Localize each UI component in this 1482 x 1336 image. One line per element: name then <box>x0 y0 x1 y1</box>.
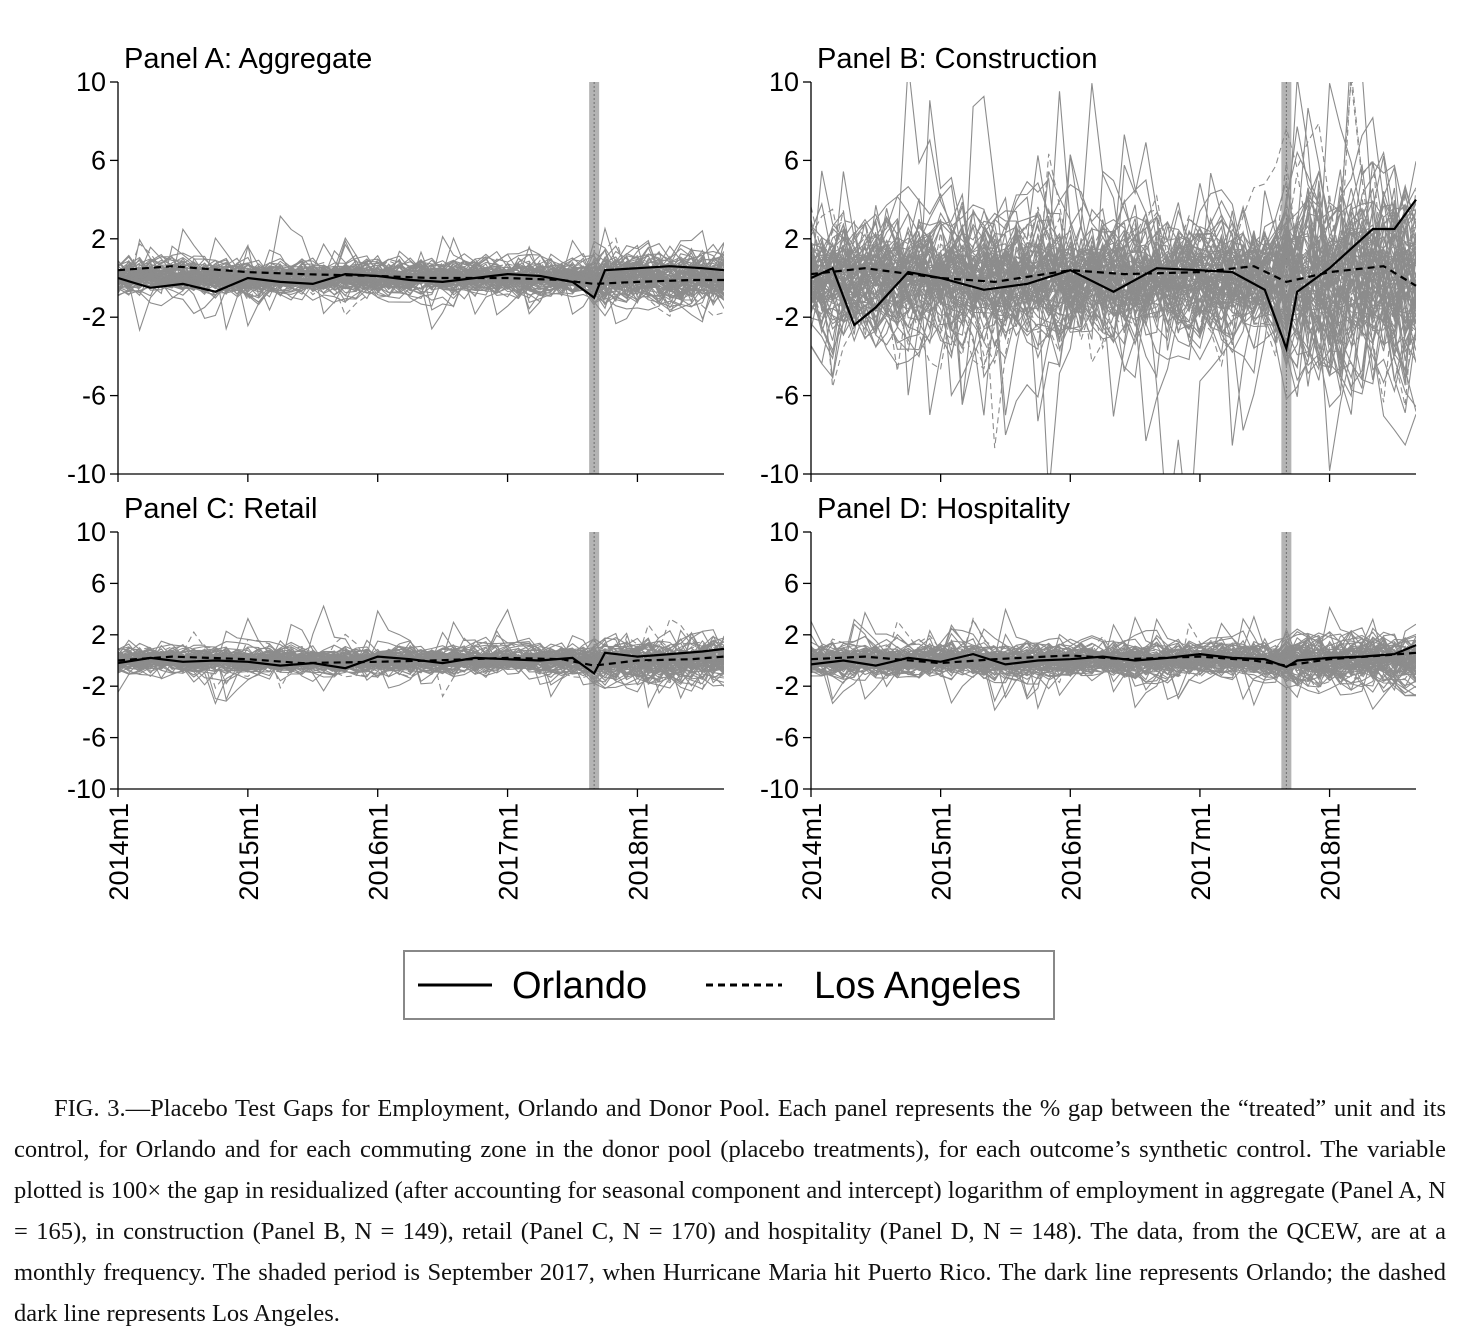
x-tick-label: 2014m1 <box>104 803 134 901</box>
y-tick-label: -2 <box>82 302 106 332</box>
series-los-angeles <box>117 655 725 667</box>
figure-caption: FIG. 3.—Placebo Test Gaps for Employment… <box>14 1095 1446 1327</box>
donor-line <box>811 632 1416 686</box>
donor-line <box>811 644 1416 682</box>
x-tick-label: 2015m1 <box>234 803 264 901</box>
donor-line <box>811 633 1416 695</box>
donor-line <box>811 640 1416 700</box>
donor-line <box>118 267 724 293</box>
series-los-angeles <box>810 265 1417 287</box>
donor-line <box>118 648 724 686</box>
donor-line <box>811 622 1416 680</box>
donor-pool-lines <box>118 604 724 709</box>
y-tick-label: -10 <box>67 774 106 804</box>
y-tick-label: -6 <box>82 381 106 411</box>
legend: Orlando Los Angeles <box>403 950 1055 1020</box>
donor-line <box>811 647 1416 673</box>
x-tick-label: 2016m1 <box>364 803 394 901</box>
y-tick-label: 6 <box>784 145 799 175</box>
donor-line <box>811 205 1416 388</box>
y-tick-label: -10 <box>67 459 106 489</box>
y-tick-label: -2 <box>775 671 799 701</box>
y-tick-label: -6 <box>775 723 799 753</box>
y-tick-label: -6 <box>82 723 106 753</box>
donor-line <box>811 150 1416 379</box>
y-tick-label: 10 <box>769 517 799 547</box>
legend-box <box>403 950 1055 1020</box>
x-tick-label: 2014m1 <box>797 803 827 901</box>
y-tick-label: 6 <box>91 568 106 598</box>
donor-line <box>811 211 1416 379</box>
donor-line <box>118 651 724 675</box>
y-tick-label: 2 <box>784 224 799 254</box>
donor-line <box>811 635 1416 679</box>
legend-label-los-angeles: Los Angeles <box>814 965 1021 1007</box>
panel-a: 10 6 2 -2 -6 -10 Panel A: Aggregate <box>67 43 725 489</box>
y-tick-label: -6 <box>775 381 799 411</box>
donor-line <box>118 651 724 690</box>
y-tick-label: 2 <box>784 620 799 650</box>
donor-line <box>118 650 724 670</box>
panel-title: Panel A: Aggregate <box>124 43 372 75</box>
donor-line <box>811 627 1416 673</box>
panel-title: Panel C: Retail <box>124 493 317 525</box>
series-orlando <box>117 265 725 300</box>
donor-line <box>811 100 1416 369</box>
x-tick-label: 2016m1 <box>1056 803 1086 901</box>
donor-line <box>118 243 724 304</box>
donor-line <box>118 238 724 309</box>
series-orlando <box>117 647 725 676</box>
y-tick-label: 10 <box>76 67 106 97</box>
y-tick-label: 6 <box>784 568 799 598</box>
y-tick-label: 2 <box>91 224 106 254</box>
donor-line <box>811 195 1416 389</box>
y-tick-label: -10 <box>760 459 799 489</box>
y-tick-label: 10 <box>76 517 106 547</box>
donor-line <box>811 187 1416 344</box>
donor-line <box>811 187 1416 415</box>
donor-line <box>811 190 1416 379</box>
donor-pool-lines <box>811 82 1416 474</box>
panel-title: Panel B: Construction <box>817 43 1097 75</box>
donor-line <box>811 195 1416 342</box>
donor-line <box>811 638 1416 688</box>
y-tick-label: -10 <box>760 774 799 804</box>
panel-b: 10 6 2 -2 -6 -10 Panel B: Construction <box>760 43 1417 489</box>
donor-line <box>811 229 1416 397</box>
chart-canvas: 10 6 2 -2 -6 -10 Panel A: Aggregate 10 6 2 -2 -6 -10… <box>67 43 1417 1020</box>
donor-line <box>811 196 1416 396</box>
donor-line <box>811 82 1416 372</box>
series-los-angeles <box>117 265 724 286</box>
y-tick-label: 6 <box>91 145 106 175</box>
donor-line <box>811 634 1416 694</box>
y-tick-label: -2 <box>775 302 799 332</box>
donor-line <box>811 643 1416 697</box>
x-tick-label: 2018m1 <box>1316 803 1346 901</box>
donor-line <box>811 82 1416 341</box>
x-tick-label: 2017m1 <box>1186 803 1216 901</box>
x-tick-label: 2017m1 <box>494 803 524 901</box>
y-tick-label: -2 <box>82 671 106 701</box>
series-los-angeles <box>810 651 1417 667</box>
donor-pool-lines <box>118 214 724 333</box>
donor-line <box>811 167 1416 379</box>
panel-title: Panel D: Hospitality <box>817 493 1071 525</box>
donor-line <box>118 243 724 298</box>
donor-line <box>118 639 724 693</box>
donor-line <box>811 154 1416 377</box>
y-tick-label: 2 <box>91 620 106 650</box>
x-tick-label: 2015m1 <box>927 803 957 901</box>
donor-line <box>118 633 724 691</box>
y-tick-label: 10 <box>769 67 799 97</box>
series-orlando <box>810 198 1417 353</box>
donor-line <box>811 220 1416 381</box>
donor-line <box>811 91 1416 447</box>
legend-label-orlando: Orlando <box>512 965 647 1007</box>
x-tick-label: 2018m1 <box>623 803 653 901</box>
donor-line <box>118 650 724 673</box>
series-orlando <box>810 644 1417 669</box>
